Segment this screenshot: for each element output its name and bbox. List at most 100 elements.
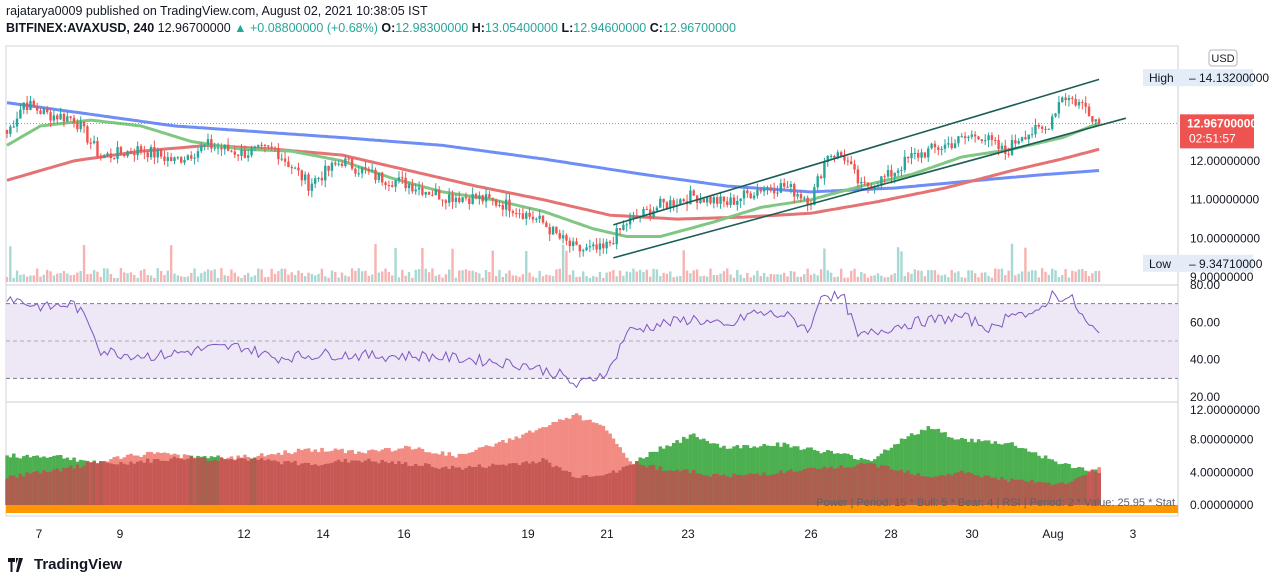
volume-bar — [468, 270, 471, 282]
volume-bar — [776, 274, 779, 282]
candle-body — [776, 192, 779, 194]
power-overlap-bar — [330, 462, 334, 505]
volume-bar — [176, 275, 180, 282]
power-overlap-bar — [28, 473, 33, 505]
volume-bar — [370, 274, 374, 282]
volume-bar — [1077, 269, 1081, 282]
volume-bar — [1034, 270, 1037, 282]
candle-body — [504, 199, 508, 210]
volume-bar — [183, 276, 186, 282]
candle-body — [210, 139, 213, 149]
power-bar — [591, 422, 596, 505]
candle-body — [1061, 97, 1064, 103]
candle-body — [427, 191, 431, 195]
power-bar — [1027, 451, 1031, 505]
volume-bar — [843, 277, 846, 282]
volume-bar — [52, 275, 56, 282]
power-overlap-bar — [119, 461, 123, 505]
power-overlap-bar — [872, 463, 877, 505]
last-price-label: 12.96700000 — [157, 21, 231, 35]
symbol-label: BITFINEX:AVAXUSD, 240 — [6, 21, 155, 35]
power-overlap-bar — [95, 463, 100, 505]
volume-bar — [1081, 269, 1084, 282]
candle-body — [886, 170, 890, 177]
power-overlap-bar — [152, 459, 157, 505]
volume-bar — [69, 275, 72, 282]
volume-bar — [786, 276, 789, 282]
power-overlap-bar — [933, 476, 937, 505]
power-overlap-bar — [149, 462, 153, 505]
power-overlap-bar — [1013, 479, 1018, 505]
power-overlap-bar — [1070, 481, 1075, 505]
power-bar — [983, 440, 988, 505]
candle-body — [843, 156, 846, 161]
power-overlap-bar — [725, 476, 730, 505]
power-overlap-bar — [852, 466, 857, 505]
candle-body — [799, 194, 803, 199]
high-tag-label: High — [1149, 71, 1174, 85]
candle-body — [699, 198, 702, 203]
candle-body — [766, 187, 769, 190]
power-overlap-bar — [507, 463, 512, 505]
candle-body — [357, 173, 360, 175]
power-overlap-bar — [129, 461, 133, 505]
power-overlap-bar — [199, 458, 204, 505]
power-overlap-bar — [594, 475, 599, 505]
volume-bar — [1091, 273, 1094, 282]
volume-bar — [920, 270, 923, 282]
candle-body — [987, 135, 990, 141]
power-overlap-bar — [950, 475, 954, 505]
publish-line: rajatarya0009 published on TradingView.c… — [6, 4, 428, 18]
volume-bar — [769, 274, 772, 282]
power-overlap-bar — [896, 470, 900, 505]
volume-bar — [669, 271, 672, 282]
power-overlap-bar — [1063, 483, 1068, 505]
x-tick-label: 7 — [36, 527, 43, 541]
power-overlap-bar — [156, 459, 160, 505]
power-oscillator-pane: Power | Period: 15 * Bull: 5 * Bear: 4 |… — [5, 413, 1178, 513]
power-bar — [919, 429, 924, 505]
power-overlap-bar — [1033, 482, 1038, 505]
power-overlap-bar — [1057, 483, 1061, 505]
power-overlap-bar — [162, 460, 167, 505]
power-baseline-band — [6, 505, 1178, 513]
power-overlap-bar — [300, 463, 304, 505]
candle-body — [106, 153, 109, 156]
volume-bar — [391, 275, 394, 282]
candle-body — [324, 165, 327, 181]
candle-body — [129, 151, 133, 154]
volume-bar — [558, 268, 561, 282]
volume-bar — [833, 277, 836, 282]
power-overlap-bar — [517, 465, 522, 505]
power-overlap-bar — [470, 467, 475, 505]
volume-bar — [397, 277, 401, 282]
power-overlap-bar — [889, 469, 894, 505]
candle-body — [96, 141, 99, 157]
tradingview-footer[interactable]: TradingView — [6, 556, 122, 573]
volume-bar — [950, 270, 953, 282]
candles — [5, 93, 1101, 258]
power-bar — [1053, 461, 1058, 505]
volume-bar — [940, 275, 943, 282]
osc-tick-label: 12.00000000 — [1190, 403, 1260, 417]
volume-bar — [384, 268, 387, 282]
trading-chart[interactable]: Power | Period: 15 * Bull: 5 * Bear: 4 |… — [0, 40, 1274, 550]
candle-body — [608, 241, 612, 244]
power-overlap-bar — [772, 474, 777, 505]
power-overlap-bar — [909, 474, 914, 505]
volume-bar — [374, 243, 377, 282]
power-overlap-bar — [819, 468, 823, 505]
power-overlap-bar — [357, 460, 361, 505]
candle-body — [796, 194, 799, 197]
volume-bar — [488, 272, 491, 282]
candle-body — [719, 196, 722, 204]
volume-bar — [200, 273, 203, 282]
power-bar — [986, 440, 991, 505]
candle-body — [76, 122, 79, 130]
volume-bar — [816, 275, 819, 282]
volume-bar — [364, 270, 367, 282]
candle-body — [518, 213, 521, 215]
volume-bar — [190, 272, 193, 282]
ma-slow-line — [6, 101, 1100, 194]
power-overlap-bar — [65, 467, 70, 505]
